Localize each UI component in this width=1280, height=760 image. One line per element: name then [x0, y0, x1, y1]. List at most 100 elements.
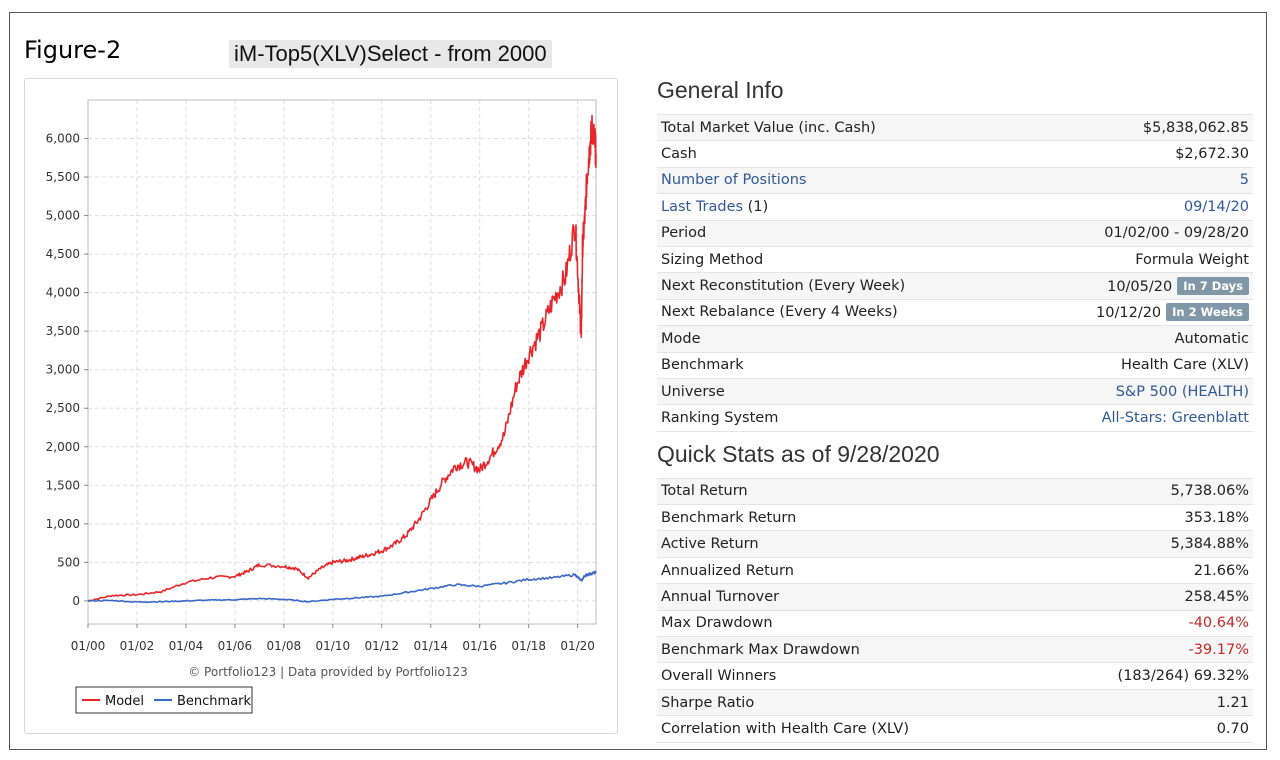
- general-info-value: $5,838,062.85: [1142, 119, 1249, 136]
- general-info-value: Automatic: [1174, 330, 1249, 347]
- quick-stats-label: Correlation with Health Care (XLV): [661, 720, 909, 737]
- quick-stats-row: Benchmark Max Drawdown -39.17%: [657, 636, 1253, 663]
- general-info-value-cell: All-Stars: Greenblatt: [1020, 404, 1253, 432]
- general-info-value-cell: 5: [1020, 166, 1253, 194]
- quick-stats-label-cell: Annual Turnover: [657, 583, 1043, 611]
- quick-stats-label-cell: Annualized Return: [657, 556, 1043, 584]
- quick-stats-label: Active Return: [661, 536, 759, 553]
- general-info-value: Health Care (XLV): [1120, 357, 1249, 374]
- quick-stats-label-cell: Benchmark Max Drawdown: [657, 636, 1043, 663]
- x-tick-label: 01/12: [364, 639, 399, 653]
- quick-stats-value-cell: 21.66%: [1042, 556, 1253, 584]
- y-tick-label: 0: [72, 594, 80, 608]
- general-info-row: Universe S&P 500 (HEALTH): [657, 377, 1253, 405]
- figure-frame: [9, 12, 1267, 750]
- general-info-value-cell: 01/02/00 - 09/28/20: [1020, 219, 1253, 247]
- quick-stats-value: -39.17%: [1188, 641, 1249, 658]
- general-info-value[interactable]: 5: [1239, 172, 1249, 189]
- quick-stats-label: Benchmark Return: [661, 509, 797, 526]
- general-info-label-cell: Cash: [657, 140, 1021, 168]
- quick-stats-label: Benchmark Max Drawdown: [661, 641, 860, 658]
- x-tick-label: 01/10: [316, 639, 351, 653]
- y-tick-label: 6,000: [46, 132, 80, 146]
- quick-stats-label-cell: Total Return: [657, 477, 1043, 505]
- y-tick-label: 2,000: [46, 440, 80, 454]
- y-tick-label: 3,000: [46, 363, 80, 377]
- plot-border: [87, 99, 597, 625]
- series-line-benchmark: [87, 570, 597, 604]
- y-tick-label: 500: [57, 555, 80, 569]
- general-info-label: Total Market Value (inc. Cash): [661, 119, 876, 136]
- y-tick-label: 2,500: [46, 401, 80, 415]
- quick-stats-label: Sharpe Ratio: [661, 694, 755, 711]
- general-info-value[interactable]: All-Stars: Greenblatt: [1101, 409, 1249, 426]
- quick-stats-value: 21.66%: [1193, 562, 1249, 579]
- quick-stats-value: 353.18%: [1184, 509, 1249, 526]
- general-info-label: Universe: [661, 383, 725, 400]
- quick-stats-label-cell: Overall Winners: [657, 662, 1043, 690]
- quick-stats-row: Overall Winners (183/264) 69.32%: [657, 662, 1253, 690]
- quick-stats-value-cell: (183/264) 69.32%: [1042, 662, 1253, 690]
- general-info-value: Formula Weight: [1135, 251, 1249, 268]
- general-info-label: Next Rebalance (Every 4 Weeks): [661, 304, 898, 321]
- quick-stats-value-cell: 0.70: [1042, 715, 1253, 743]
- quick-stats-table: Total Return 5,738.06% Benchmark Return 353…: [657, 477, 1253, 743]
- general-info-row: Period 01/02/00 - 09/28/20: [657, 219, 1253, 247]
- general-info-value-cell: 10/05/20 In 7 Days: [1020, 272, 1253, 300]
- general-info-row: Number of Positions 5: [657, 166, 1253, 194]
- general-info-table: Total Market Value (inc. Cash) $5,838,062…: [657, 113, 1253, 432]
- general-info-row: Mode Automatic: [657, 325, 1253, 353]
- general-info-label-cell: Number of Positions: [657, 166, 1021, 194]
- general-info-value: $2,672.30: [1175, 146, 1249, 163]
- quick-stats-label: Overall Winners: [661, 668, 777, 685]
- y-tick-label: 3,500: [46, 324, 80, 338]
- quick-stats-value: 1.21: [1216, 694, 1249, 711]
- quick-stats-value-cell: 353.18%: [1042, 504, 1253, 531]
- general-info-label-cell: Period: [657, 219, 1021, 247]
- general-info-label-cell: Benchmark: [657, 351, 1021, 379]
- y-tick-label: 1,500: [46, 478, 80, 492]
- quick-stats-label: Annual Turnover: [661, 588, 780, 605]
- x-tick-label: 01/06: [218, 639, 253, 653]
- quick-stats-label-cell: Benchmark Return: [657, 504, 1043, 531]
- quick-stats-value: (183/264) 69.32%: [1117, 668, 1249, 685]
- general-info-value-cell: 09/14/20: [1020, 193, 1253, 221]
- x-tick-label: 01/04: [169, 639, 204, 653]
- general-info-label: Sizing Method: [661, 251, 764, 268]
- chart-credit: © Portfolio123 | Data provided by Portfo…: [188, 665, 468, 679]
- y-tick-label: 5,000: [46, 209, 80, 223]
- quick-stats-row: Benchmark Return 353.18%: [657, 504, 1253, 531]
- quick-stats-label: Annualized Return: [661, 562, 794, 579]
- general-info-value[interactable]: S&P 500 (HEALTH): [1115, 383, 1249, 400]
- quick-stats-row: Max Drawdown -40.64%: [657, 609, 1253, 637]
- general-info-label-cell: Universe: [657, 377, 1021, 405]
- general-info-label: Benchmark: [661, 357, 744, 374]
- general-info-label[interactable]: Last Trades: [661, 198, 744, 215]
- quick-stats-row: Annual Turnover 258.45%: [657, 583, 1253, 611]
- quick-stats-title: Quick Stats as of 9/28/2020: [657, 440, 940, 467]
- x-tick-label: 01/14: [413, 639, 448, 653]
- general-info-value[interactable]: 09/14/20: [1183, 198, 1249, 215]
- x-tick-label: 01/16: [462, 639, 497, 653]
- schedule-badge: In 7 Days: [1177, 277, 1249, 296]
- y-tick-label: 5,500: [46, 170, 80, 184]
- quick-stats-row: Total Return 5,738.06%: [657, 477, 1253, 505]
- general-info-row: Total Market Value (inc. Cash) $5,838,062…: [657, 113, 1253, 141]
- x-tick-label: 01/00: [71, 639, 106, 653]
- general-info-label[interactable]: Number of Positions: [661, 172, 807, 189]
- x-tick-label: 01/02: [120, 639, 155, 653]
- x-tick-label: 01/18: [511, 639, 546, 653]
- general-info-row: Cash $2,672.30: [657, 140, 1253, 168]
- general-info-row: Sizing Method Formula Weight: [657, 245, 1253, 273]
- quick-stats-value: 0.70: [1216, 720, 1249, 737]
- general-info-label-cell: Last Trades (1): [657, 193, 1021, 221]
- general-info-label: Cash: [661, 146, 697, 163]
- legend-label-model: Model: [105, 694, 144, 709]
- general-info-label-cell: Ranking System: [657, 404, 1021, 432]
- quick-stats-label: Max Drawdown: [661, 615, 773, 632]
- general-info-label: Mode: [661, 330, 701, 347]
- y-tick-label: 4,000: [46, 286, 80, 300]
- general-info-value-cell: $2,672.30: [1020, 140, 1253, 168]
- general-info-row: Next Rebalance (Every 4 Weeks) 10/12/20 In…: [657, 298, 1253, 326]
- quick-stats-value: 5,738.06%: [1170, 483, 1249, 500]
